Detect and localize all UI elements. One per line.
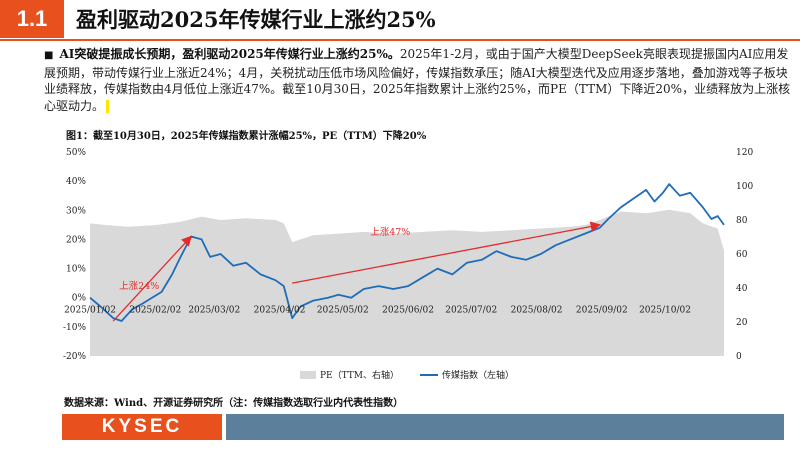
y-left-tick-label: 30% [66, 206, 86, 216]
y-left-tick-label: -10% [63, 323, 86, 333]
x-tick-label: 2025/09/02 [576, 306, 628, 316]
y-left-tick-label: 0% [72, 294, 87, 304]
y-right-tick-label: 40 [736, 284, 748, 294]
y-left-tick-label: -20% [63, 352, 86, 362]
legend-index-label: 传媒指数（左轴） [442, 369, 514, 381]
section-title: 盈利驱动2025年传媒行业上涨约25% [76, 7, 436, 32]
bullet-paragraph: ■ AI突破提振成长预期，盈利驱动2025年传媒行业上涨约25%。2025年1-2… [44, 46, 794, 114]
y-right-tick-label: 0 [736, 352, 742, 362]
footer-bar [226, 414, 784, 440]
y-left-tick-label: 10% [66, 265, 86, 275]
annotation-label: 上涨47% [370, 227, 410, 238]
legend-pe-swatch [300, 371, 316, 379]
figure-title: 图1：截至10月30日，2025年传媒指数累计涨幅25%，PE（TTM）下降20… [66, 131, 427, 142]
bullet-square-icon: ■ [44, 50, 54, 61]
y-right-tick-label: 60 [736, 250, 748, 260]
chart: 上涨24% 上涨47% -20% -10% 0% 10% 20% 30% 40% 50% 0 20 4… [63, 148, 753, 381]
legend-pe-label: PE（TTM、右轴） [320, 369, 399, 381]
annotation-label: 上涨24% [119, 281, 159, 292]
x-tick-label: 2025/06/02 [382, 306, 434, 316]
header-rule [0, 39, 800, 41]
section-number: 1.1 [0, 0, 64, 38]
y-left-tick-label: 40% [66, 177, 86, 187]
x-tick-label: 2025/08/02 [511, 306, 563, 316]
y-right-tick-label: 80 [736, 216, 748, 226]
y-right-tick-label: 20 [736, 318, 748, 328]
y-right-tick-label: 100 [736, 182, 753, 192]
x-tick-label: 2025/04/02 [254, 306, 306, 316]
y-left-tick-label: 20% [66, 235, 86, 245]
bullet-body-text: 2025年1-2月，或由于国产大模型DeepSeek亮眼表现提振国内AI应用发展… [44, 47, 791, 113]
highlight-cursor [106, 99, 110, 113]
annotation-arrow [292, 221, 602, 284]
x-tick-label: 2025/10/02 [639, 306, 691, 316]
x-tick-label: 2025/03/02 [188, 306, 240, 316]
kysec-logo: KYSEC [62, 414, 222, 440]
y-left-tick-label: 50% [66, 148, 86, 158]
x-tick-label: 2025/02/02 [129, 306, 181, 316]
x-tick-label: 2025/01/02 [64, 306, 116, 316]
pe-area-series [90, 209, 724, 356]
annotation-arrow [112, 235, 192, 322]
source-note: 数据来源：Wind、开源证券研究所（注：传媒指数选取行业内代表性指数） [64, 398, 404, 409]
y-right-tick-label: 120 [736, 148, 753, 158]
section-header: 1.1 盈利驱动2025年传媒行业上涨约25% [0, 0, 800, 41]
x-tick-label: 2025/05/02 [317, 306, 369, 316]
x-tick-label: 2025/07/02 [445, 306, 497, 316]
bullet-bold-text: AI突破提振成长预期，盈利驱动2025年传媒行业上涨约25%。 [59, 47, 400, 61]
